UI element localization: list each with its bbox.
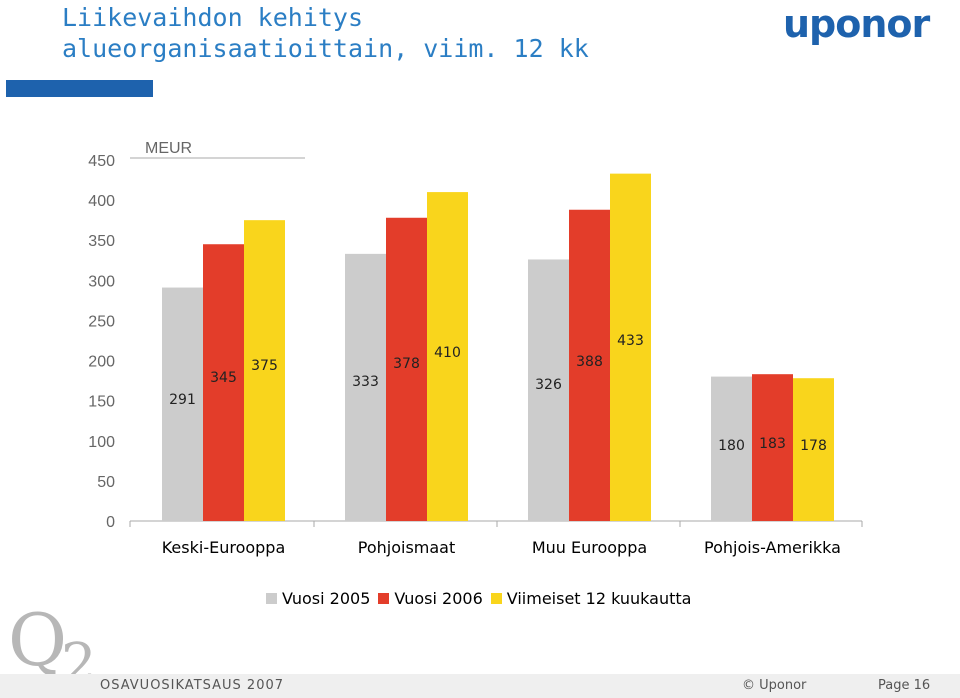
x-category-label: Muu Eurooppa: [532, 538, 647, 557]
bar-value-label: 291: [169, 392, 196, 408]
chart-legend: Vuosi 2005 Vuosi 2006 Viimeiset 12 kuukaut…: [266, 586, 699, 610]
bar-value-label: 433: [617, 333, 644, 349]
footer-deck-title: OSAVUOSIKATSAUS 2007: [100, 678, 285, 693]
bar-value-label: 333: [352, 374, 379, 390]
y-tick-label: 200: [88, 354, 115, 371]
q2-quarter-mark: Q2: [8, 604, 103, 693]
y-tick-label: 150: [88, 394, 115, 411]
bar: [793, 378, 834, 521]
y-tick-label: 450: [88, 153, 115, 170]
y-axis-ticks: 0 50 100 150 200 250 300 350 400 450: [88, 153, 115, 531]
bar: [427, 192, 468, 522]
bar-value-label: 378: [393, 356, 420, 372]
bar: [610, 173, 651, 522]
bar-value-label: 326: [535, 377, 562, 393]
legend-label: Viimeiset 12 kuukautta: [506, 588, 692, 608]
bar: [752, 374, 793, 521]
footer-page-number: Page 16: [878, 678, 931, 693]
y-tick-label: 0: [106, 514, 115, 531]
bar-value-label: 178: [800, 438, 827, 454]
bar: [244, 220, 285, 521]
x-category-label: Pohjoismaat: [358, 538, 456, 557]
y-tick-label: 300: [88, 273, 115, 290]
slide-title-line-1: Liikevaihdon kehitys: [62, 3, 364, 32]
uponor-logo: uponor: [783, 2, 930, 46]
title-accent-bar: [6, 80, 153, 97]
y-tick-label: 400: [88, 193, 115, 210]
q2-letter-q: Q: [8, 598, 68, 682]
bars-group: [162, 173, 834, 522]
bar: [528, 259, 569, 521]
legend-label: Vuosi 2005: [282, 588, 371, 608]
bar-value-label: 183: [759, 436, 786, 452]
footer-copyright: © Uponor: [742, 678, 807, 693]
x-axis-category-labels: Keski-Eurooppa Pohjoismaat Muu Eurooppa Poh…: [129, 521, 863, 557]
bar: [162, 287, 203, 521]
bar-value-label: 345: [210, 370, 237, 386]
bar-value-label: 410: [434, 345, 461, 361]
bar-value-label: 388: [576, 354, 603, 370]
legend-item: Vuosi 2005: [266, 589, 370, 608]
legend-swatch: [378, 592, 390, 604]
bar-value-label: 375: [251, 358, 278, 374]
revenue-bar-chart: 0 50 100 150 200 250 300 350 400 450 MEUR 291 345 3…: [88, 140, 863, 557]
legend-swatch: [490, 592, 502, 604]
bar: [386, 217, 427, 521]
y-tick-label: 50: [97, 474, 115, 491]
y-tick-label: 350: [88, 233, 115, 250]
value-labels-group: 291 345 375 333 378 410 326 388 433 180 183 178: [169, 333, 827, 454]
legend-item: Vuosi 2006: [378, 588, 483, 608]
slide-title-line-2: alueorganisaatioittain, viim. 12 kk: [62, 34, 589, 63]
bar: [203, 244, 244, 521]
x-category-label: Pohjois-Amerikka: [704, 538, 841, 557]
y-tick-label: 250: [88, 313, 115, 330]
legend-label: Vuosi 2006: [394, 588, 483, 608]
bar: [345, 253, 386, 522]
legend-item: Viimeiset 12 kuukautta: [490, 588, 692, 608]
slide-footer: OSAVUOSIKATSAUS 2007 © Uponor Page 16: [0, 674, 960, 698]
slide-title: Liikevaihdon kehitys alueorganisaatioitt…: [62, 2, 589, 64]
legend-swatch: [266, 592, 277, 604]
bar: [569, 209, 610, 521]
x-category-label: Keski-Eurooppa: [162, 538, 286, 557]
bar-value-label: 180: [718, 438, 745, 454]
y-tick-label: 100: [88, 434, 115, 451]
bar: [711, 376, 752, 521]
unit-label: MEUR: [145, 140, 192, 157]
